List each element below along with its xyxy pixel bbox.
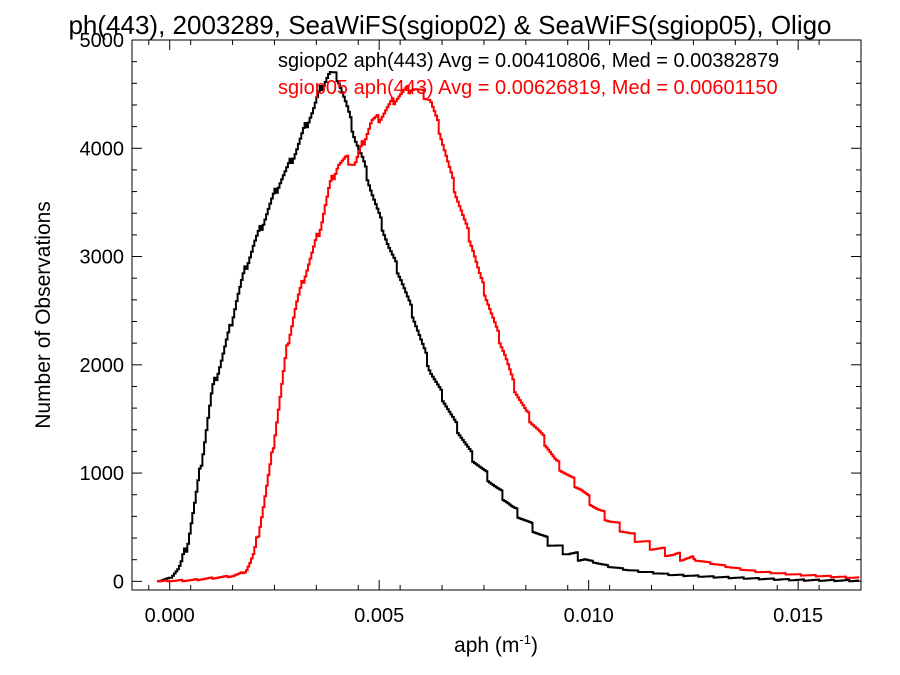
y-tick-label: 0	[113, 571, 124, 593]
y-tick-label: 2000	[80, 355, 125, 377]
x-tick-label: 0.005	[354, 605, 404, 627]
legend-entry-1: sgiop02 aph(443) Avg = 0.00410806, Med =…	[278, 50, 779, 72]
x-axis-ticks: 0.000 0.005 0.010 0.015	[145, 40, 823, 627]
x-tick-label: 0.000	[145, 605, 195, 627]
x-axis-label-close: )	[531, 634, 538, 657]
legend-entry-2: sgiop05 aph(443) Avg = 0.00626819, Med =…	[278, 77, 778, 99]
y-tick-label: 5000	[80, 30, 125, 52]
y-tick-label: 1000	[80, 463, 125, 485]
plot-frame	[131, 39, 862, 591]
x-axis-label-superscript: -1	[519, 632, 531, 647]
y-axis-label: Number of Observations	[32, 201, 55, 429]
y-tick-label: 3000	[80, 247, 125, 269]
series-line-2	[157, 85, 860, 583]
x-tick-label: 0.010	[564, 605, 614, 627]
x-axis-label: aph (m-1)	[454, 632, 538, 657]
y-tick-label: 4000	[80, 138, 125, 160]
y-axis-ticks: 0 1000 2000 3000 4000 5000	[80, 30, 861, 593]
chart-title: ph(443), 2003289, SeaWiFS(sgiop02) & Sea…	[68, 10, 831, 40]
series-layer	[157, 71, 860, 583]
x-tick-label: 0.015	[773, 605, 823, 627]
series-line-1	[157, 71, 860, 583]
legend: sgiop02 aph(443) Avg = 0.00410806, Med =…	[278, 50, 779, 99]
